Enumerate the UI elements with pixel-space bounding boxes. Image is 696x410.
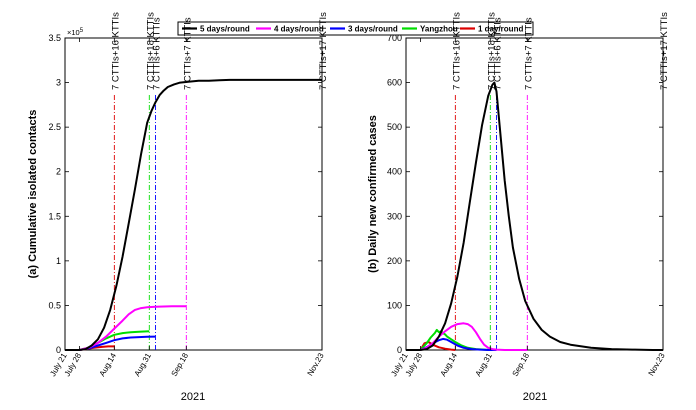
x-tick-label: Aug.31 <box>474 351 495 378</box>
y-tick-label: 0 <box>397 345 402 355</box>
legend: 5 days/round 4 days/round 3 days/round Yang… <box>177 21 534 36</box>
vline-label: 7 CTTIs+16 KTTIs <box>451 12 462 90</box>
plot-area-a <box>64 37 323 351</box>
y-tick-label: 600 <box>387 78 402 88</box>
y-tick-label: 1 <box>56 256 61 266</box>
legend-label: 3 days/round <box>348 25 398 34</box>
legend-label: Yangzhou <box>420 25 458 34</box>
vline-label: 7 CTTIs+17 KTTIs <box>659 12 670 90</box>
x-tick-label: Nov.23 <box>306 351 326 377</box>
x-tick-label: Aug.31 <box>133 351 154 378</box>
y-tick-label: 500 <box>387 122 402 132</box>
y-tick-label: 2 <box>56 167 61 177</box>
exponent-power: 5 <box>80 28 84 34</box>
plot-area-b <box>405 37 664 351</box>
series-line-5-days-round <box>65 78 322 351</box>
y-multiplier-a: ×105 <box>67 28 84 37</box>
y-tick-label: 1.5 <box>48 211 61 221</box>
vline-label: 7 CTTIs+18 KTTIs <box>486 12 497 90</box>
vline-label: 7 CTTIs+6 KTTIs <box>151 17 162 90</box>
y-tick-label: 3.5 <box>48 33 61 43</box>
y-axis-label-b: (b) Daily new confirmed cases <box>367 115 379 273</box>
x-tick-label: Aug.14 <box>439 351 460 378</box>
y-tick-label: 400 <box>387 167 402 177</box>
y-tick-label: 200 <box>387 256 402 266</box>
x-tick-label: Nov.23 <box>647 351 667 377</box>
vline-label: 7 CTTIs+7 KTTIs <box>182 17 193 90</box>
vline-label: 7 CTTIs+7 KTTIs <box>523 17 534 90</box>
vline-label: 7 CTTIs+16 KTTIs <box>110 12 121 90</box>
vline-label: 7 CTTIs+6 KTTIs <box>492 17 503 90</box>
y-tick-label: 700 <box>387 33 402 43</box>
legend-label: 1 day/round <box>478 25 523 34</box>
legend-box <box>177 21 534 36</box>
x-tick-label: Sep.18 <box>170 351 191 378</box>
y-axis-label-a: (a) Cumulative isolated contacts <box>27 110 39 279</box>
y-tick-label: 0.5 <box>48 300 61 310</box>
x-tick-label: Aug.14 <box>98 351 119 378</box>
y-tick-label: 100 <box>387 300 402 310</box>
legend-label: 4 days/round <box>274 25 324 34</box>
y-tick-label: 0 <box>56 345 61 355</box>
vline-label: 7 CTTIs+17 KTTIs <box>318 12 329 90</box>
series-line-5-days-round <box>406 81 663 351</box>
x-axis-label-a: 2021 <box>181 391 205 403</box>
series-line-4-days-round <box>65 305 187 351</box>
x-axis-label-b: 2021 <box>523 391 547 403</box>
y-tick-label: 2.5 <box>48 122 61 132</box>
legend-label: 5 days/round <box>200 25 250 34</box>
vline-label: 7 CTTIs+18 KTTIs <box>145 12 156 90</box>
series-line-3-days-round <box>65 335 156 351</box>
y-tick-label: 300 <box>387 211 402 221</box>
x-tick-label: Sep.18 <box>511 351 532 378</box>
y-tick-label: 3 <box>56 78 61 88</box>
